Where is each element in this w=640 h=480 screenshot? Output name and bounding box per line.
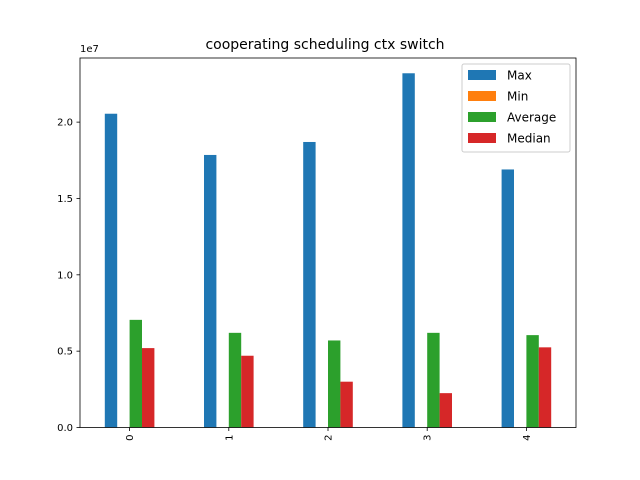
y-tick-label: 1.0 xyxy=(57,270,73,281)
bar-average-4 xyxy=(526,335,539,428)
x-tick-label: 1 xyxy=(224,435,235,441)
bar-average-1 xyxy=(228,332,242,428)
y-tick-label: 1.5 xyxy=(57,194,73,205)
bar-max-4 xyxy=(501,169,514,428)
bar-median-2 xyxy=(340,381,353,428)
bar-max-3 xyxy=(402,73,415,428)
bar-median-0 xyxy=(142,348,155,428)
chart-title: cooperating scheduling ctx switch xyxy=(205,37,444,53)
legend-swatch-average xyxy=(468,112,496,122)
y-tick-label: 0.0 xyxy=(57,423,73,434)
x-axis-ticks: 0 1 2 3 4 xyxy=(125,427,533,441)
legend-label-min: Min xyxy=(507,90,528,104)
x-tick-label: 0 xyxy=(125,435,136,441)
bar-max-0 xyxy=(104,113,118,428)
y-tick-label: 0.5 xyxy=(57,347,73,358)
bar-average-2 xyxy=(328,340,341,428)
bars-group xyxy=(104,73,552,428)
bar-median-1 xyxy=(241,355,254,428)
plot-frame xyxy=(79,57,577,428)
x-tick-label: 4 xyxy=(522,435,533,441)
legend: Max Min Average Median xyxy=(461,63,571,153)
bar-max-2 xyxy=(303,141,316,428)
bar-max-1 xyxy=(204,154,217,428)
legend-label-average: Average xyxy=(507,111,556,125)
y-axis-offset-label: 1e7 xyxy=(80,44,99,55)
bar-median-4 xyxy=(538,347,552,428)
legend-label-median: Median xyxy=(507,132,551,146)
y-tick-label: 2.0 xyxy=(57,118,73,129)
plot-area: 0.0 0.5 1.0 1.5 2.0 0 1 2 3 4 xyxy=(57,57,577,441)
legend-swatch-median xyxy=(468,133,496,143)
y-axis-ticks: 0.0 0.5 1.0 1.5 2.0 xyxy=(57,118,80,434)
legend-swatch-max xyxy=(468,70,496,80)
legend-frame xyxy=(461,63,571,153)
x-tick-label: 3 xyxy=(423,435,434,441)
bar-average-3 xyxy=(427,332,440,428)
bar-median-3 xyxy=(439,393,452,428)
legend-items: Max Min Average Median xyxy=(468,69,556,146)
bar-average-0 xyxy=(129,319,142,428)
legend-label-max: Max xyxy=(507,69,532,83)
legend-swatch-min xyxy=(468,91,496,101)
x-tick-label: 2 xyxy=(324,435,335,441)
